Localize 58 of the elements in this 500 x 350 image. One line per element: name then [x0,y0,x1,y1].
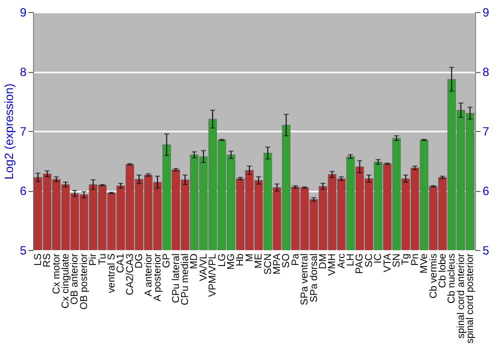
x-tick-label: Pir [88,252,100,266]
x-tick-label: MD [189,254,200,270]
y-tick-label: 5 [20,244,27,258]
x-tick-label: SPa dorsal [308,254,320,302]
x-tick-label: DG [134,253,146,268]
x-tick-label: PAG [354,253,366,274]
y2-tick-label: 8 [482,65,490,79]
x-tick-label: VMH [327,254,338,276]
x-tick-label: SO [281,253,292,268]
x-tick-label: CPu medial [180,254,192,306]
x-tick-label: CA1 [116,253,127,273]
x-tick-label: VA/VL [198,253,210,282]
x-tick-label: Pa [290,253,302,266]
x-tick-label: Pn [410,254,421,266]
x-tick-label: spinal cord anterior [456,252,467,339]
x-tick-label: Tg [400,254,412,266]
x-tick-label: LH [346,254,357,266]
x-tick-label: Cx motor [51,252,62,294]
x-tick-label: MVe [419,253,430,274]
x-tick-label: OB anterior [70,252,81,305]
x-tick-label: VTA [382,253,394,272]
x-tick-label: Arc [336,254,348,268]
x-tick-label: CPu lateral [170,254,182,303]
x-tick-label: Cb lobe [437,253,448,288]
x-tick-label: ventral S [106,253,118,293]
x-tick-label: VPM/VPL [208,253,219,297]
x-tick-label: RS [42,253,54,268]
y-tick-label: 9 [20,6,27,20]
x-tick-label: GP [162,253,173,268]
x-tick-label: Hb [235,253,246,266]
x-tick-label: CA2/CA3 [124,253,136,296]
x-tick-label: SC [364,254,375,268]
x-tick-label: ME [254,253,265,268]
x-tick-label: Cb nucleus [446,254,458,304]
y2-tick-label: 5 [482,244,490,258]
x-tick-label: Tu [97,254,108,265]
x-tick-label: Cb vermis [428,254,440,299]
x-tick-label: DM [318,254,329,270]
x-tick-label: spinal cord posterior [465,252,476,344]
y2-tick-label: 9 [482,6,490,20]
x-tick-label: Cx cingulate [60,253,72,309]
x-tick-label: LS [32,253,44,266]
y2-tick-label: 6 [482,184,490,198]
x-tick-label: MPA [272,253,283,274]
x-tick-label: IC [373,254,384,264]
y2-tick-label: 7 [482,124,490,138]
x-tick-label: A posterior [152,252,164,302]
y-axis-title: Log2 (expression) [2,83,16,180]
x-tick-label: SPa ventral [300,254,311,306]
y-tick-label: 8 [20,65,27,79]
y-tick-label: 6 [20,184,27,198]
x-tick-label: LG [216,253,228,267]
x-tick-label: A anterior [143,252,154,296]
x-tick-label: SCN [262,254,274,275]
x-tick-label: M [244,254,256,262]
x-tick-label: OB posterior [78,252,90,310]
y-tick-label: 7 [20,124,27,138]
x-tick-label: SN [391,254,402,268]
